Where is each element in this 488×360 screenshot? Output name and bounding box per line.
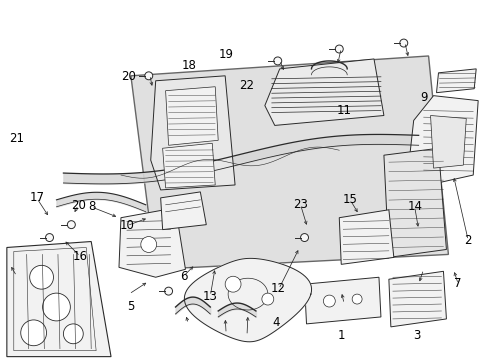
Text: 18: 18 [181,59,196,72]
Polygon shape [339,210,393,264]
Text: 15: 15 [342,193,357,206]
Text: 2: 2 [463,234,470,247]
Polygon shape [7,242,111,357]
Text: 1: 1 [337,329,345,342]
Polygon shape [131,56,447,269]
Text: 23: 23 [292,198,307,211]
Text: 10: 10 [120,219,134,232]
Polygon shape [184,258,311,342]
Circle shape [67,221,75,229]
Text: 20: 20 [122,70,136,83]
Circle shape [42,293,70,321]
Text: 14: 14 [407,200,422,213]
Polygon shape [165,87,218,145]
Text: 7: 7 [453,277,461,290]
Circle shape [144,72,152,80]
Text: 16: 16 [73,250,88,263]
Text: 21: 21 [9,132,24,145]
Circle shape [273,57,281,65]
Polygon shape [429,116,466,168]
Text: 13: 13 [203,289,218,303]
Text: 17: 17 [29,191,44,204]
Polygon shape [150,76,235,190]
Polygon shape [163,143,215,188]
Text: 4: 4 [272,316,279,329]
Polygon shape [264,59,383,125]
Circle shape [45,234,53,242]
Circle shape [399,39,407,47]
Text: 19: 19 [218,48,233,61]
Circle shape [224,276,241,292]
Text: 5: 5 [126,300,134,313]
Text: 11: 11 [336,104,351,117]
Text: 3: 3 [412,329,420,342]
Polygon shape [408,96,477,185]
Text: 8: 8 [88,200,95,213]
Polygon shape [383,148,446,257]
Polygon shape [161,192,206,230]
Circle shape [164,287,172,295]
Circle shape [351,294,361,304]
Polygon shape [304,277,380,324]
Text: 12: 12 [270,283,285,296]
Circle shape [141,237,156,252]
Text: 20: 20 [71,198,86,212]
Circle shape [30,265,53,289]
Polygon shape [119,208,185,277]
Circle shape [262,293,273,305]
Text: 22: 22 [239,79,254,92]
Circle shape [300,234,308,242]
Circle shape [20,320,46,346]
Circle shape [335,45,343,53]
Text: 6: 6 [180,270,187,283]
Circle shape [323,295,335,307]
Polygon shape [436,69,475,93]
Text: 9: 9 [419,91,427,104]
Polygon shape [388,271,446,327]
Circle shape [63,324,83,344]
